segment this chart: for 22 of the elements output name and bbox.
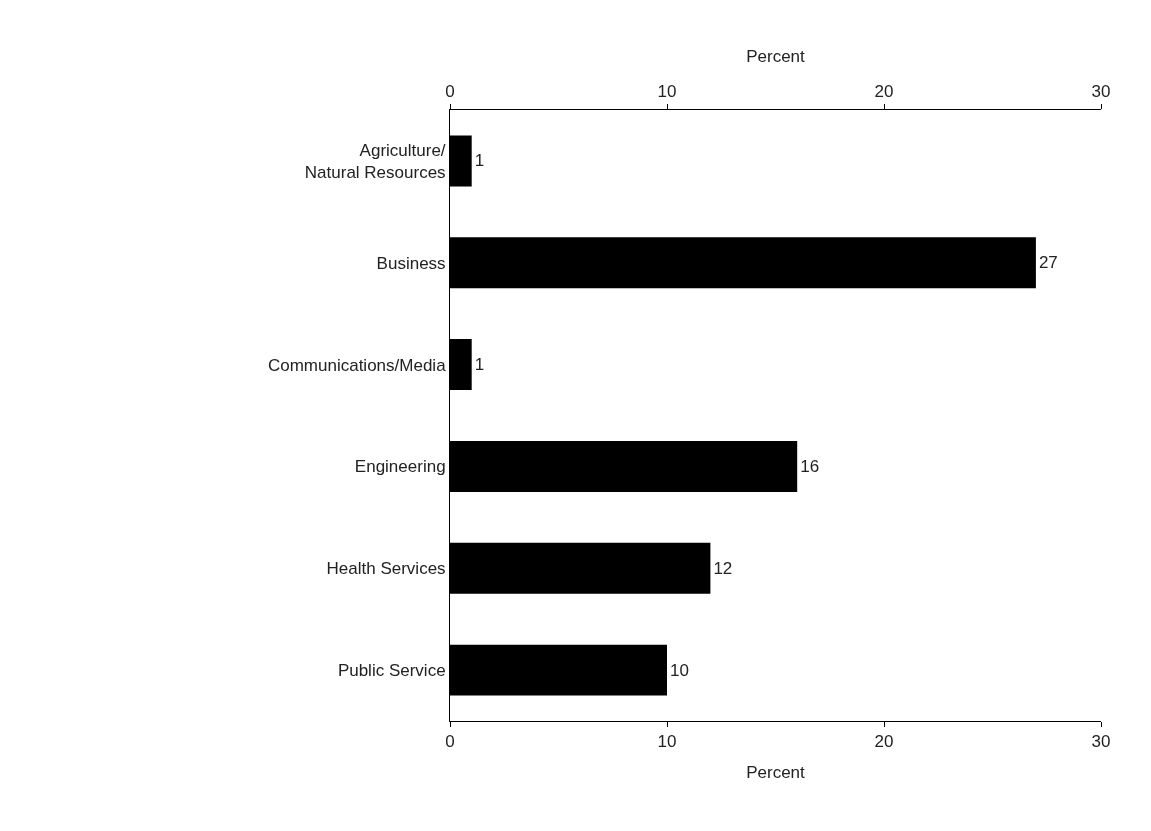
data-label: 10 xyxy=(670,660,689,680)
y-tick-label: Engineering xyxy=(354,457,446,477)
y-tick-label: Public Service xyxy=(337,661,446,681)
x-tick-label: 30 xyxy=(1091,82,1111,102)
y-tick-label: Agriculture/ Natural Resources xyxy=(304,140,446,182)
data-label: 1 xyxy=(474,355,485,375)
data-label: 27 xyxy=(1038,253,1058,273)
data-label: 1 xyxy=(474,151,485,171)
x2-tick-label: 0 xyxy=(445,732,455,752)
y-tick-label: Health Services xyxy=(326,559,446,579)
x-tick-label: 20 xyxy=(874,82,894,102)
x-tick-label: 0 xyxy=(445,82,455,102)
x2-tick-label: 10 xyxy=(657,732,677,752)
y-tick-label: Business xyxy=(376,253,446,273)
data-label: 12 xyxy=(713,558,733,578)
x2-tick-label: 20 xyxy=(874,732,894,752)
y-tick-label: Communications/Media xyxy=(267,355,447,375)
x-axis-title: Percent xyxy=(746,762,806,782)
x-tick-label: 10 xyxy=(657,82,677,102)
x2-axis-title: Percent xyxy=(746,46,806,66)
data-label: 16 xyxy=(800,456,820,476)
x2-tick-label: 30 xyxy=(1091,732,1111,752)
